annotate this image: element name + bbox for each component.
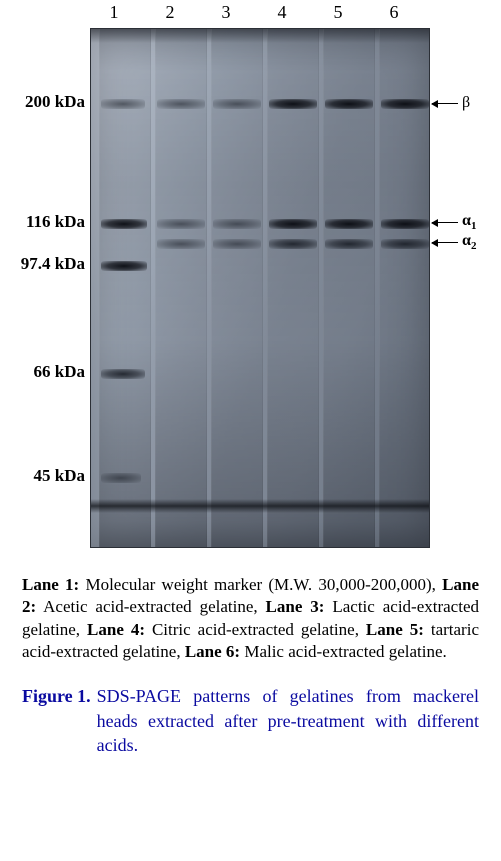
- lane-caption-bold: Lane 1:: [22, 575, 79, 594]
- lane-caption-text: Molecular weight marker (M.W. 30,000-200…: [79, 575, 442, 594]
- sample-band-alpha1: [381, 219, 429, 229]
- sample-band-alpha1: [269, 219, 317, 229]
- lane-caption-text: Acetic acid-extracted gelatine,: [36, 597, 265, 616]
- mw-label: 200 kDa: [5, 92, 85, 112]
- figure-title-label: Figure 1.: [22, 684, 97, 758]
- band-pointer-alpha1: α1: [432, 212, 476, 232]
- marker-band: [101, 219, 147, 229]
- arrow-left-icon: [432, 103, 458, 104]
- lane-number: 5: [328, 2, 348, 23]
- marker-band: [101, 261, 147, 271]
- marker-band: [101, 369, 145, 379]
- lane-caption-text: Malic acid-extracted gelatine.: [240, 642, 447, 661]
- mw-label: 97.4 kDa: [5, 254, 85, 274]
- lane-number: 3: [216, 2, 236, 23]
- gel-image: [90, 28, 430, 548]
- sample-band-alpha1: [157, 219, 205, 229]
- dye-front: [91, 499, 429, 513]
- sample-band-beta: [269, 99, 317, 109]
- marker-band: [101, 99, 145, 109]
- gel-area: 1 2 3 4 5 6 200 kDa 116 kDa 97.4 kDa 66 …: [0, 0, 501, 560]
- lane-number-row: 1 2 3 4 5 6: [0, 2, 501, 26]
- lane-caption-bold: Lane 6:: [185, 642, 240, 661]
- marker-band: [101, 473, 141, 483]
- sample-band-alpha2: [269, 239, 317, 249]
- figure-title: Figure 1. SDS-PAGE patterns of gelatines…: [0, 664, 501, 758]
- mw-label: 116 kDa: [5, 212, 85, 232]
- mw-label: 45 kDa: [5, 466, 85, 486]
- band-pointer-alpha2: α2: [432, 232, 476, 252]
- lane-number: 4: [272, 2, 292, 23]
- sample-band-beta: [381, 99, 429, 109]
- lane-caption-bold: Lane 3:: [266, 597, 325, 616]
- lane-caption: Lane 1: Molecular weight marker (M.W. 30…: [0, 560, 501, 664]
- lane-caption-bold: Lane 4:: [87, 620, 145, 639]
- sample-band-alpha2: [325, 239, 373, 249]
- arrow-left-icon: [432, 242, 458, 243]
- lane-caption-bold: Lane 5:: [366, 620, 424, 639]
- alpha-label: α1: [462, 212, 476, 232]
- sample-band-beta: [325, 99, 373, 109]
- lane-number: 6: [384, 2, 404, 23]
- sample-band-alpha2: [213, 239, 261, 249]
- beta-label: β: [462, 94, 470, 112]
- figure-title-text: SDS-PAGE patterns of gelatines from mack…: [97, 684, 479, 758]
- lane-caption-text: Citric acid-extracted gelatine,: [145, 620, 366, 639]
- sample-band-beta: [157, 99, 205, 109]
- lane-number: 2: [160, 2, 180, 23]
- alpha-label: α2: [462, 232, 476, 252]
- sample-band-alpha1: [325, 219, 373, 229]
- band-pointer-beta: β: [432, 94, 470, 112]
- sample-band-alpha2: [157, 239, 205, 249]
- sample-band-beta: [213, 99, 261, 109]
- sample-band-alpha2: [381, 239, 429, 249]
- mw-label: 66 kDa: [5, 362, 85, 382]
- figure-wrap: 1 2 3 4 5 6 200 kDa 116 kDa 97.4 kDa 66 …: [0, 0, 501, 758]
- arrow-left-icon: [432, 222, 458, 223]
- sample-band-alpha1: [213, 219, 261, 229]
- lane-number: 1: [104, 2, 124, 23]
